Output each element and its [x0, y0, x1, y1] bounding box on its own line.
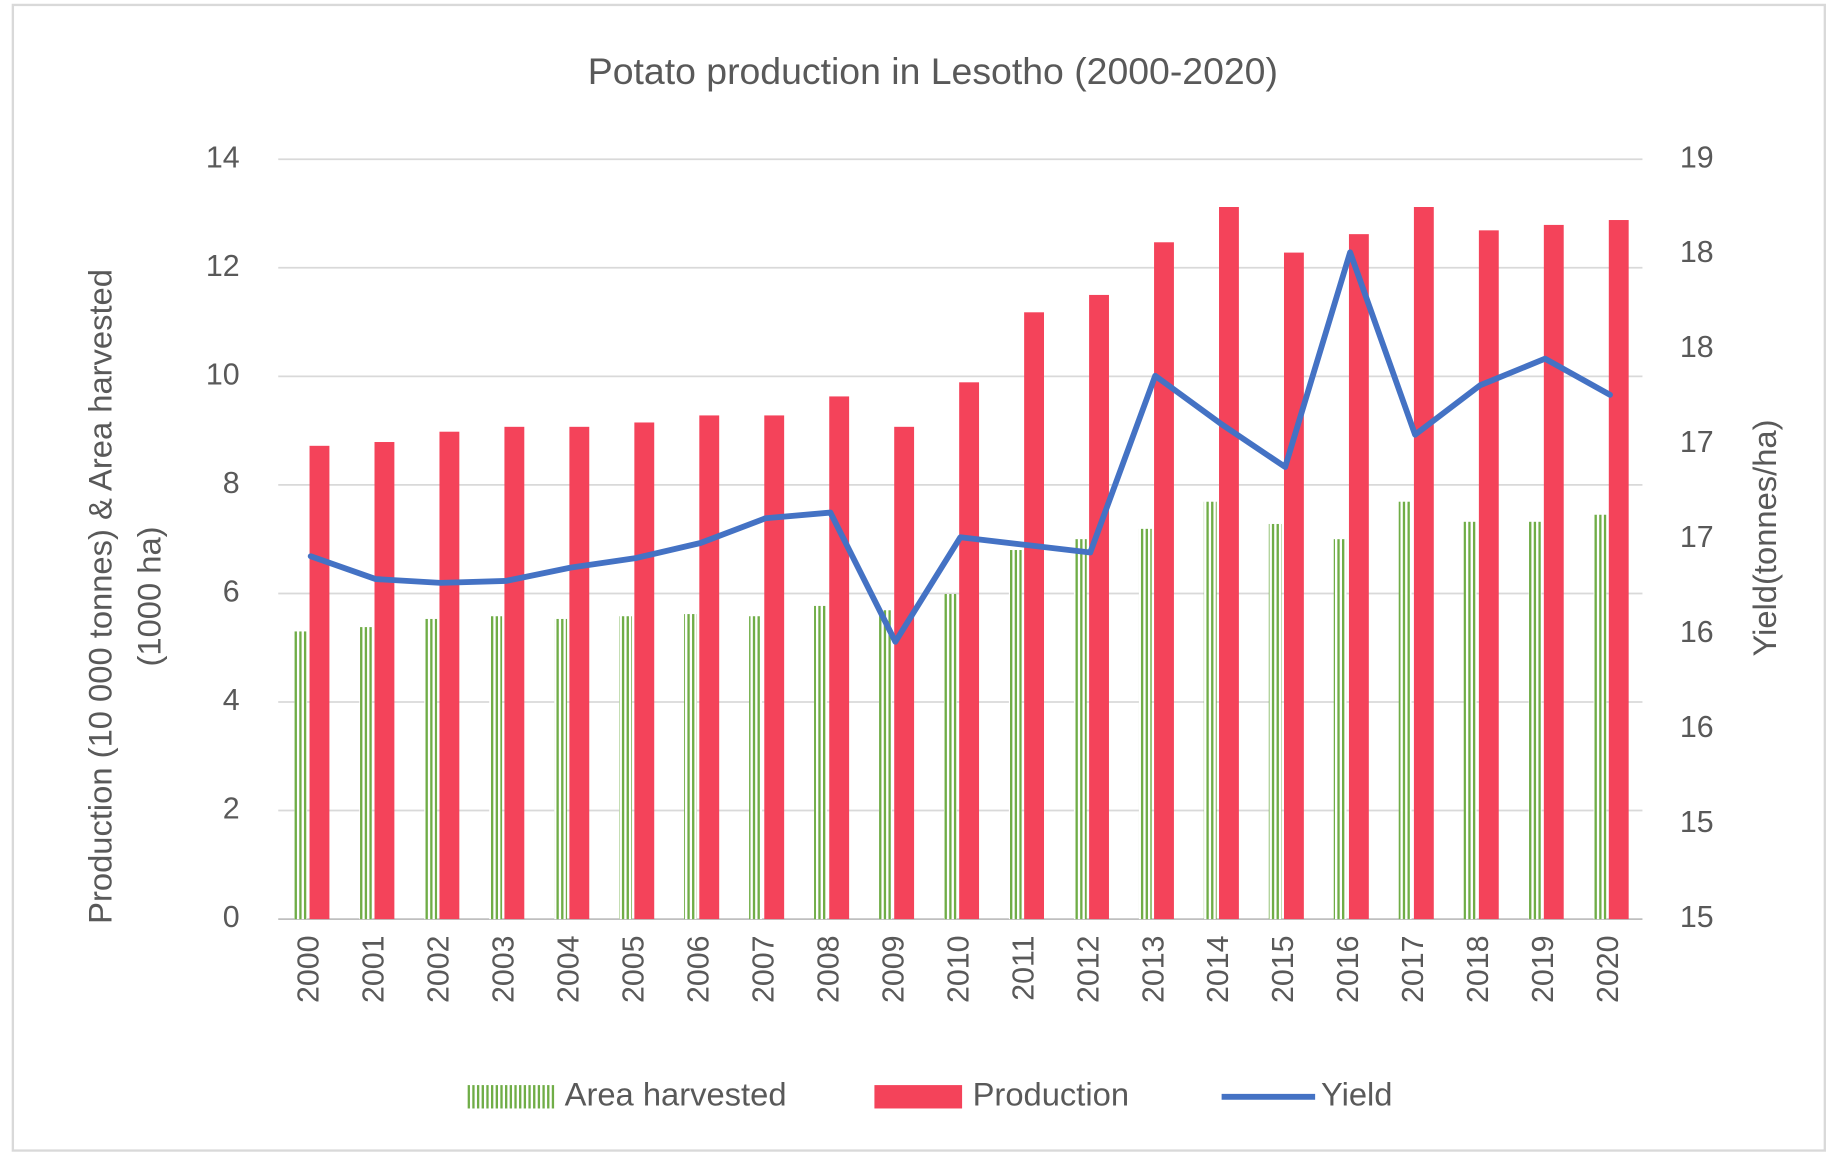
- y-tick-label: 12: [206, 249, 240, 283]
- bar: [294, 631, 308, 920]
- bar: [1073, 539, 1087, 920]
- y-tick-label: 0: [223, 900, 240, 934]
- x-tick-label: 2013: [1136, 935, 1170, 1003]
- bar: [1154, 242, 1174, 920]
- y-tick-label: 10: [206, 357, 240, 391]
- bar: [894, 426, 915, 920]
- x-tick-label: 2010: [941, 935, 975, 1003]
- bar: [879, 610, 892, 920]
- y2-tick-label: 18: [1680, 235, 1714, 269]
- bar: [1608, 220, 1629, 920]
- bar: [1138, 528, 1152, 920]
- bar: [1413, 207, 1434, 920]
- bar: [684, 614, 697, 920]
- y-axis-title-line: (1000 ha): [131, 526, 168, 666]
- x-tick-label: 2000: [292, 935, 326, 1003]
- legend-label: Yield: [1321, 1075, 1393, 1112]
- y-tick-label: 6: [223, 574, 240, 608]
- y2-tick-label: 18: [1680, 330, 1714, 364]
- x-tick-label: 2006: [682, 935, 716, 1003]
- x-tick-label: 2004: [552, 935, 586, 1003]
- bar: [1543, 224, 1564, 920]
- x-tick-label: 2019: [1526, 935, 1560, 1003]
- y2-axis-title: Yield(tonnes/ha): [1746, 419, 1783, 656]
- bar: [489, 616, 503, 920]
- bar: [943, 593, 957, 920]
- bar: [309, 445, 330, 920]
- y2-tick-label: 16: [1680, 710, 1714, 744]
- bar: [374, 442, 395, 920]
- y2-tick-label: 19: [1680, 140, 1714, 174]
- bar: [1024, 312, 1045, 920]
- bar: [424, 618, 438, 920]
- y2-tick-label: 15: [1680, 900, 1714, 934]
- x-tick-label: 2009: [876, 935, 910, 1003]
- y-tick-label: 14: [206, 140, 240, 174]
- bar: [504, 426, 525, 920]
- bar: [1008, 550, 1022, 920]
- y2-tick-label: 15: [1680, 805, 1714, 839]
- bar: [439, 431, 460, 920]
- y-tick-label: 8: [223, 466, 240, 500]
- bar: [554, 618, 568, 920]
- x-tick-label: 2016: [1331, 935, 1365, 1003]
- bar: [1463, 521, 1477, 920]
- bar: [1283, 252, 1304, 920]
- y2-tick-label: 16: [1680, 615, 1714, 649]
- x-tick-label: 2018: [1461, 935, 1495, 1003]
- bar: [1593, 514, 1607, 920]
- x-tick-label: 2017: [1396, 935, 1430, 1003]
- y-tick-label: 4: [223, 683, 240, 717]
- bar: [1348, 234, 1369, 920]
- x-tick-label: 2014: [1201, 935, 1235, 1003]
- x-tick-label: 2005: [617, 935, 651, 1003]
- y2-tick-label: 17: [1680, 520, 1714, 554]
- x-tick-label: 2015: [1266, 935, 1300, 1003]
- y2-tick-label: 17: [1680, 425, 1714, 459]
- bar: [829, 396, 850, 920]
- x-tick-label: 2020: [1591, 935, 1625, 1003]
- bar: [1203, 501, 1217, 920]
- x-tick-label: 2003: [487, 935, 521, 1003]
- bar: [749, 616, 762, 920]
- y-axis-title: Production (10 000 tonnes) & Area harves…: [82, 269, 168, 924]
- legend-label: Production: [973, 1075, 1129, 1112]
- y-tick-label: 2: [223, 792, 240, 826]
- x-tick-label: 2007: [746, 935, 780, 1003]
- bar: [1398, 501, 1412, 920]
- x-tick-label: 2008: [811, 935, 845, 1003]
- bar: [634, 422, 655, 920]
- legend-swatch: [874, 1085, 963, 1109]
- legend-swatch: [467, 1085, 556, 1109]
- x-tick-label: 2011: [1006, 935, 1040, 1000]
- bar: [959, 382, 980, 920]
- bar: [1268, 523, 1282, 920]
- bar: [1219, 207, 1239, 920]
- bar: [1528, 521, 1542, 920]
- chart-title: Potato production in Lesotho (2000-2020): [588, 50, 1278, 92]
- x-tick-label: 2012: [1071, 935, 1105, 1003]
- x-tick-label: 2002: [422, 935, 456, 1003]
- bar: [569, 426, 590, 920]
- bar: [1333, 539, 1347, 920]
- y-axis-title-line: Production (10 000 tonnes) & Area harves…: [82, 269, 119, 924]
- bar: [699, 415, 720, 920]
- bar: [619, 616, 633, 920]
- bar: [764, 415, 785, 920]
- bar: [1089, 294, 1109, 920]
- bar: [814, 605, 827, 920]
- bar: [359, 627, 373, 920]
- line-series: [307, 249, 1613, 645]
- legend-label: Area harvested: [565, 1075, 787, 1112]
- bar: [1478, 230, 1499, 920]
- x-tick-label: 2001: [357, 935, 391, 1003]
